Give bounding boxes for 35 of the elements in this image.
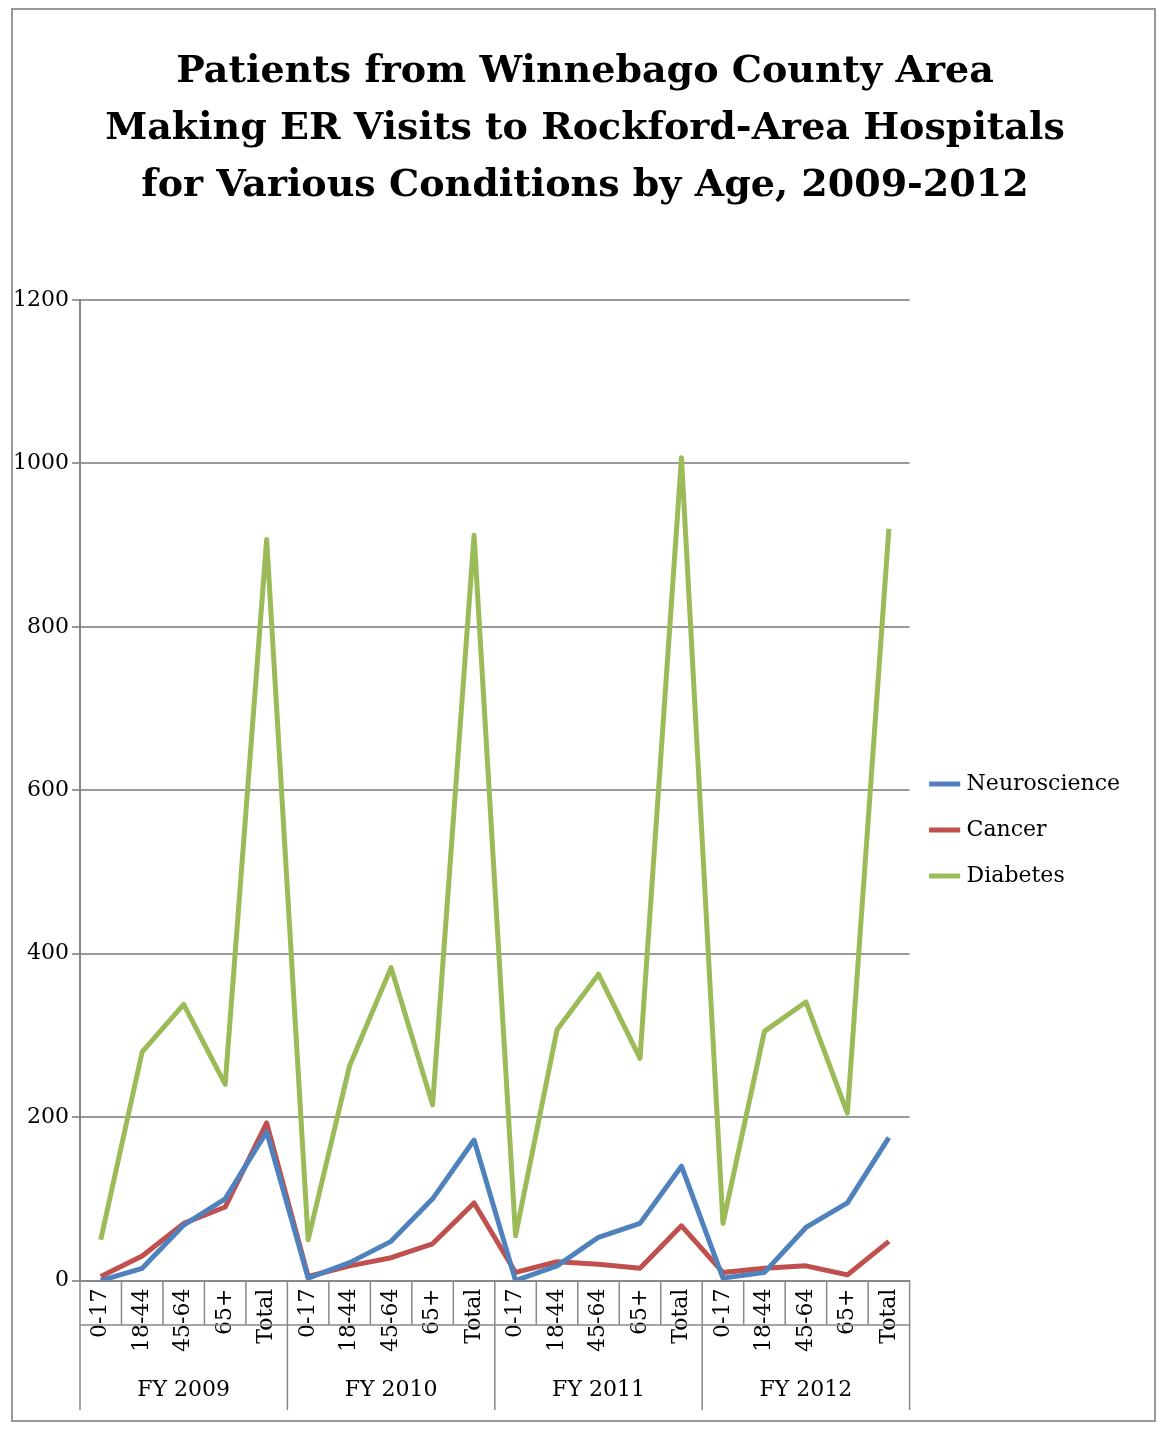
x-tick-label: 18-44 [127,1288,153,1352]
x-tick-label: 0-17 [708,1288,734,1339]
x-tick-label: 18-44 [335,1288,361,1352]
y-tick-label: 400 [26,939,69,965]
legend-label: Diabetes [966,861,1065,887]
x-tick-label: 65+ [833,1288,859,1336]
text: FY 2012 [759,1375,853,1401]
x-tick-label: 18-44 [542,1288,568,1352]
y-tick-label: 200 [26,1102,69,1128]
x-tick-label: 65+ [625,1288,651,1336]
x-tick-label: 45-64 [791,1288,817,1352]
x-tick-label: 0-17 [293,1288,319,1339]
x-tick-label: 45-64 [584,1288,610,1352]
y-tick-label: 1200 [12,285,69,311]
x-tick-label: 18-44 [750,1288,776,1352]
x-tick-label: 45-64 [169,1288,195,1352]
x-tick-label: Total [667,1288,693,1344]
x-tick-label: 0-17 [86,1288,112,1339]
y-tick-label: 600 [26,776,69,802]
y-tick-label: 800 [26,612,69,638]
text: FY 2009 [137,1375,231,1401]
y-tick-label: 1000 [12,449,69,475]
text: FY 2010 [344,1375,438,1401]
x-tick-label: 65+ [418,1288,444,1336]
x-tick-label: Total [459,1288,485,1344]
legend-label: Neuroscience [966,769,1121,795]
x-tick-label: 0-17 [501,1288,527,1339]
chart-title: Patients from Winnebago County Area Making ER Visits to Rockford-Area Hospitals for Various Conditions by Age, 2009-2012 [104,45,1066,207]
x-tick-label: 45-64 [376,1288,402,1352]
x-tick-label: Total [252,1288,278,1344]
y-tick-label: 0 [54,1266,69,1292]
x-tick-label: 65+ [210,1288,236,1336]
text: FY 2011 [552,1375,645,1401]
legend-label: Cancer [966,815,1048,841]
x-tick-label: Total [874,1288,900,1344]
